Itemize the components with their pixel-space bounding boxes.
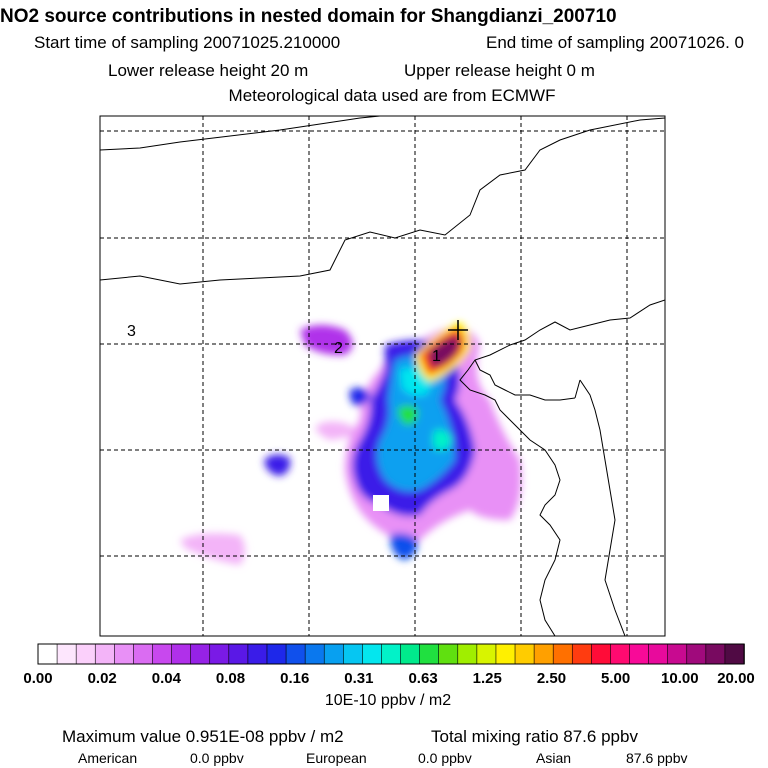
colorbar-cell (304, 643, 326, 665)
end-time: End time of sampling 20071026. 0 (486, 33, 745, 52)
plume-field (180, 322, 522, 565)
colorbar-cell (629, 643, 650, 665)
colorbar-cell (476, 643, 497, 665)
asian-label: Asian (536, 750, 572, 766)
grid-lines (100, 116, 665, 636)
colorbar-cell (591, 643, 612, 665)
colorbar-cell (190, 643, 211, 665)
map-label-2: 2 (334, 340, 343, 357)
american-value: 0.0 ppbv (190, 750, 244, 766)
colorbar-tick-label: 0.02 (87, 670, 117, 687)
colorbar-cell (552, 643, 574, 665)
colorbar-frame (37, 643, 745, 665)
colorbar-cell (610, 643, 631, 665)
plume-gap (373, 495, 389, 511)
colorbar-cell (381, 643, 402, 665)
start-time: Start time of sampling 20071025.210000 (34, 33, 341, 52)
colorbar-cell (75, 643, 97, 665)
colorbar-cell (247, 643, 268, 665)
map-frame (99, 115, 666, 637)
american-label: American (78, 750, 138, 766)
map-label-3: 3 (127, 323, 136, 340)
colorbar-cell (56, 643, 77, 665)
colorbar-cell (457, 643, 478, 665)
colorbar-cell (323, 643, 345, 665)
colorbar-cell (133, 643, 154, 665)
upper-release-height: Upper release height 0 m (404, 61, 595, 80)
maximum-value: Maximum value 0.951E-08 ppbv / m2 (62, 727, 344, 746)
colorbar-cell (209, 643, 230, 665)
colorbar-cell (667, 643, 688, 665)
colorbar-cell (495, 643, 516, 665)
colorbar-tick-label: 0.63 (408, 670, 438, 687)
colorbar-tick-label: 20.00 (717, 670, 755, 687)
total-mixing-ratio: Total mixing ratio 87.6 ppbv (431, 727, 638, 746)
lower-release-height: Lower release height 20 m (108, 61, 309, 80)
colorbar-tick-label: 0.16 (280, 670, 310, 687)
colorbar-cell (37, 643, 58, 665)
colorbar-cell (514, 643, 535, 665)
meteorological-source: Meteorological data used are from ECMWF (228, 86, 556, 105)
colorbar-cell (648, 643, 669, 665)
colorbar-tick-label: 2.50 (536, 670, 567, 687)
colorbar-cell (114, 643, 135, 665)
colorbar-cell (724, 643, 745, 665)
colorbar-tick-label: 0.31 (344, 670, 374, 687)
colorbar-tick-label: 0.08 (215, 670, 246, 687)
colorbar-cell (94, 643, 116, 665)
colorbar-cell (438, 643, 459, 665)
colorbar-tick-label: 0.00 (23, 670, 53, 687)
european-value: 0.0 ppbv (418, 750, 472, 766)
plus-icon (448, 320, 468, 340)
european-label: European (306, 750, 367, 766)
colorbar-cell (705, 643, 726, 665)
map-label-1: 1 (432, 348, 441, 365)
colorbar-tick-label: 1.25 (472, 670, 502, 687)
colorbar-cell (400, 643, 421, 665)
colorbar-cell (171, 643, 192, 665)
colorbar-cell (342, 643, 364, 665)
asian-value: 87.6 ppbv (626, 750, 688, 766)
colorbar-tick-label: 10.00 (661, 670, 699, 687)
map-title: NO2 source contributions in nested domai… (0, 6, 617, 27)
colorbar-cell (533, 643, 554, 665)
colorbar-tick-label: 0.04 (151, 670, 181, 687)
colorbar-cell (152, 643, 173, 665)
colorbar-cell (571, 643, 593, 665)
colorbar-cell (285, 643, 306, 665)
colorbar-units: 10E-10 ppbv / m2 (324, 692, 452, 709)
map-boundaries (100, 116, 665, 636)
colorbar-cell (228, 643, 249, 665)
colorbar-cell (419, 643, 440, 665)
colorbar-tick-label: 5.00 (601, 670, 631, 687)
colorbar-cell (686, 643, 707, 665)
colorbar-cell (266, 643, 287, 665)
colorbar-cell (362, 643, 383, 665)
